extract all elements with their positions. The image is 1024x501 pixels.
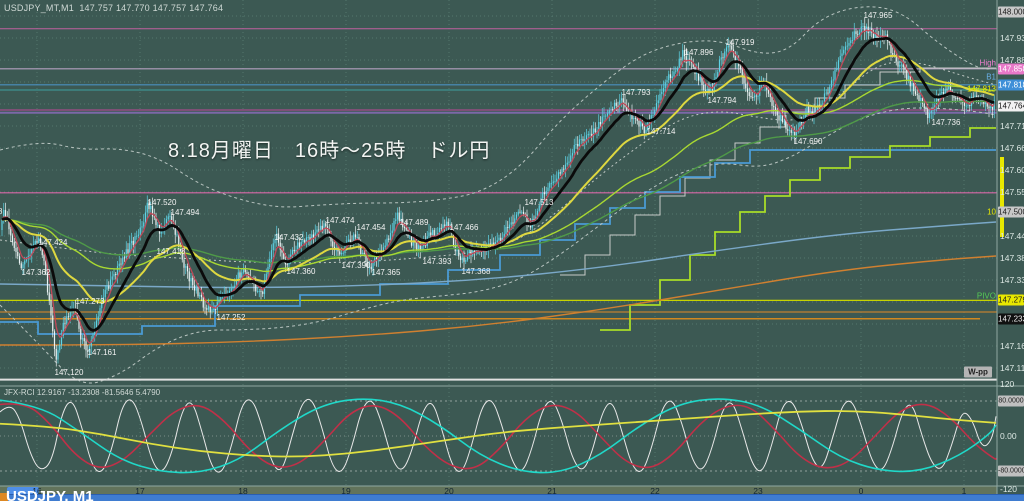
svg-text:147.418: 147.418 — [157, 247, 186, 256]
time-axis-label: 22 — [650, 486, 660, 496]
svg-text:147.513: 147.513 — [525, 198, 554, 207]
svg-text:147.474: 147.474 — [326, 216, 355, 225]
price-axis-label: 147.110 — [1000, 363, 1024, 373]
price-tag: 147.279 — [998, 294, 1024, 306]
svg-text:147.498: 147.498 — [0, 207, 3, 216]
time-axis-label: 20 — [444, 486, 454, 496]
svg-text:147.252: 147.252 — [217, 313, 246, 322]
svg-text:147.368: 147.368 — [462, 267, 491, 276]
svg-text:147.120: 147.120 — [55, 368, 84, 377]
price-axis-label: 147.935 — [1000, 33, 1024, 43]
svg-text:147.161: 147.161 — [88, 348, 117, 357]
svg-text:147.360: 147.360 — [287, 267, 316, 276]
bottom-bar — [0, 494, 1024, 501]
svg-text:147.520: 147.520 — [148, 198, 177, 207]
scrollbar-thumb[interactable] — [7, 487, 39, 494]
weekly-pivot-tag: W-pp — [964, 366, 992, 378]
svg-text:147.489: 147.489 — [400, 218, 429, 227]
oscillator-axis-label: 0.00 — [1000, 431, 1017, 441]
price-axis-label: 147.605 — [1000, 165, 1024, 175]
oscillator-axis-label: -120 — [1000, 483, 1018, 494]
svg-text:147.919: 147.919 — [726, 38, 755, 47]
svg-text:147.432: 147.432 — [275, 233, 304, 242]
price-axis-label: 147.440 — [1000, 231, 1024, 241]
price-axis-label: 147.880 — [1000, 55, 1024, 65]
time-axis-label: 18 — [238, 486, 248, 496]
svg-text:147.690: 147.690 — [794, 137, 823, 146]
time-axis-label: 17 — [135, 486, 145, 496]
time-axis-label: 16 — [32, 486, 42, 496]
price-tag: 147.233 — [998, 313, 1024, 325]
time-axis-label: 0 — [858, 486, 864, 496]
price-axis-label: 147.165 — [1000, 341, 1024, 351]
svg-text:147.494: 147.494 — [171, 208, 200, 217]
svg-text:147.466: 147.466 — [450, 223, 479, 232]
price-tag: 147.818 — [998, 79, 1024, 91]
axis-side-label: PIVO — [976, 291, 996, 301]
svg-text:147.390: 147.390 — [342, 261, 371, 270]
time-axis-label: 19 — [341, 486, 351, 496]
price-axis-label: 147.550 — [1000, 187, 1024, 197]
axis-side-label: 147.813 — [967, 84, 996, 94]
axis-highlight-bar — [1000, 157, 1004, 237]
indicator-pane[interactable] — [0, 388, 997, 486]
svg-text:147.273: 147.273 — [76, 297, 105, 306]
oscillator-level-tag: 80.0000 — [998, 395, 1024, 407]
price-axis-label: 147.660 — [1000, 143, 1024, 153]
svg-text:147.714: 147.714 — [647, 127, 676, 136]
svg-text:147.454: 147.454 — [357, 223, 386, 232]
axis-side-label: B1 — [986, 72, 996, 82]
svg-text:147.736: 147.736 — [932, 118, 961, 127]
price-tag: 147.500 — [998, 206, 1024, 218]
time-axis-label: 21 — [547, 486, 557, 496]
svg-text:147.424: 147.424 — [39, 238, 68, 247]
axis-side-label: High — [979, 58, 996, 68]
svg-text:147.794: 147.794 — [708, 96, 737, 105]
svg-text:147.362: 147.362 — [22, 268, 51, 277]
svg-text:147.393: 147.393 — [423, 257, 452, 266]
price-tag: 148.000 — [998, 6, 1024, 18]
svg-text:147.365: 147.365 — [372, 268, 401, 277]
price-tag: 147.764 — [998, 100, 1024, 112]
price-tag: 147.858 — [998, 63, 1024, 75]
time-axis-label: 23 — [753, 486, 763, 496]
axis-side-label: 10 — [987, 207, 996, 217]
time-axis-label: 1 — [961, 486, 967, 496]
oscillator-level-tag: -80.0000 — [998, 465, 1024, 477]
price-axis-label: 147.385 — [1000, 253, 1024, 263]
price-axis-label: 147.330 — [1000, 275, 1024, 285]
svg-text:147.896: 147.896 — [685, 48, 714, 57]
oscillator-axis-label: 120 — [1000, 378, 1015, 389]
svg-text:147.793: 147.793 — [622, 88, 651, 97]
price-axis-label: 147.715 — [1000, 121, 1024, 131]
svg-text:147.965: 147.965 — [864, 11, 893, 20]
corner-marker — [0, 493, 8, 501]
